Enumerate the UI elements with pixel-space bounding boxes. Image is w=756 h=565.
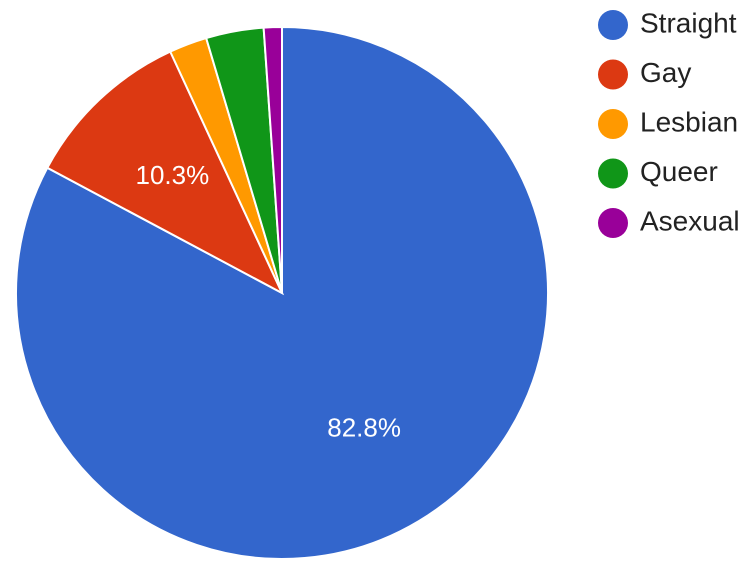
pie-data-labels: 82.8% 10.3%	[136, 160, 401, 443]
legend: Straight Gay Lesbian Queer Asexual	[598, 7, 740, 238]
pie-slices	[15, 25, 549, 560]
legend-swatch-lesbian	[598, 109, 628, 139]
legend-swatch-straight	[598, 10, 628, 40]
pie-slice-asexual[interactable]	[262, 25, 283, 294]
legend-item-lesbian[interactable]: Lesbian	[598, 106, 738, 139]
legend-swatch-asexual	[598, 208, 628, 238]
legend-label-lesbian: Lesbian	[640, 106, 738, 137]
legend-label-queer: Queer	[640, 156, 718, 187]
data-label-straight: 82.8%	[327, 413, 401, 443]
legend-swatch-queer	[598, 158, 628, 189]
legend-item-queer[interactable]: Queer	[598, 156, 718, 189]
legend-item-straight[interactable]: Straight	[598, 7, 737, 40]
pie-slice-gay[interactable]	[45, 50, 285, 296]
legend-item-gay[interactable]: Gay	[598, 57, 691, 90]
legend-swatch-gay	[598, 59, 628, 90]
legend-label-straight: Straight	[640, 7, 737, 38]
legend-label-gay: Gay	[640, 57, 691, 88]
data-label-gay: 10.3%	[136, 160, 210, 190]
legend-label-asexual: Asexual	[640, 205, 740, 236]
legend-item-asexual[interactable]: Asexual	[598, 205, 740, 238]
